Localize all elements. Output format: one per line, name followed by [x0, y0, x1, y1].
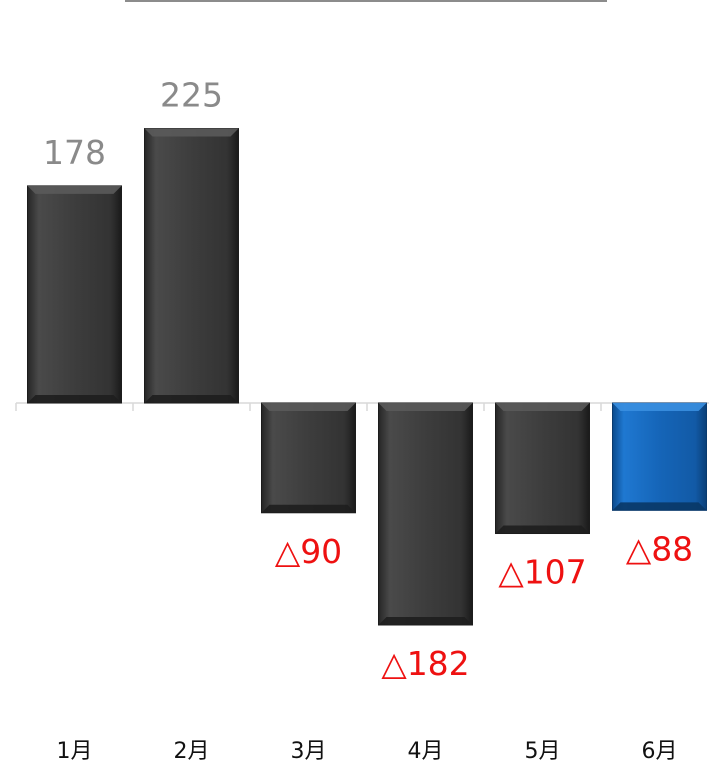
- title-underline: [125, 0, 607, 2]
- bar-bevel-top: [27, 185, 122, 194]
- bar-body: [261, 402, 356, 514]
- data-label: △107: [498, 553, 586, 592]
- category-label: 1月: [57, 739, 93, 762]
- category-label: 3月: [291, 739, 327, 762]
- bar-body: [27, 185, 122, 404]
- bar: [495, 402, 590, 535]
- bar-body: [612, 402, 707, 511]
- data-label: 225: [160, 76, 223, 115]
- category-label: 2月: [174, 739, 210, 762]
- bar-body: [495, 402, 590, 535]
- data-label: △90: [275, 532, 342, 571]
- data-label: △182: [381, 644, 469, 683]
- data-label: △88: [626, 529, 693, 568]
- labels-layer: 178 1月 225 2月 △90 3月 △182 4月 △107 5月 △88 6月: [43, 76, 693, 764]
- bar-bevel-bottom: [27, 395, 122, 403]
- data-label: 178: [43, 133, 106, 172]
- category-label: 4月: [408, 739, 444, 762]
- bar-bevel-top: [495, 403, 590, 411]
- bar-bevel-top: [261, 403, 356, 411]
- bar-bevel-top: [378, 403, 473, 411]
- bar-bevel-bottom: [378, 617, 473, 625]
- bar: [612, 402, 707, 511]
- bar: [261, 402, 356, 514]
- bar: [144, 128, 239, 404]
- bar: [378, 402, 473, 626]
- bars-layer: [27, 128, 707, 626]
- category-label: 6月: [642, 739, 678, 762]
- bar-bevel-top: [612, 403, 707, 411]
- bar: [27, 185, 122, 404]
- bar-bevel-top: [144, 128, 239, 137]
- category-label: 5月: [525, 739, 561, 762]
- bar-body: [144, 128, 239, 404]
- bar-bevel-bottom: [612, 502, 707, 511]
- bar-body: [378, 402, 473, 626]
- bar-bevel-bottom: [261, 504, 356, 513]
- axis-layer: [15, 402, 709, 411]
- bar-bevel-bottom: [144, 395, 239, 403]
- bar-bevel-bottom: [495, 525, 590, 534]
